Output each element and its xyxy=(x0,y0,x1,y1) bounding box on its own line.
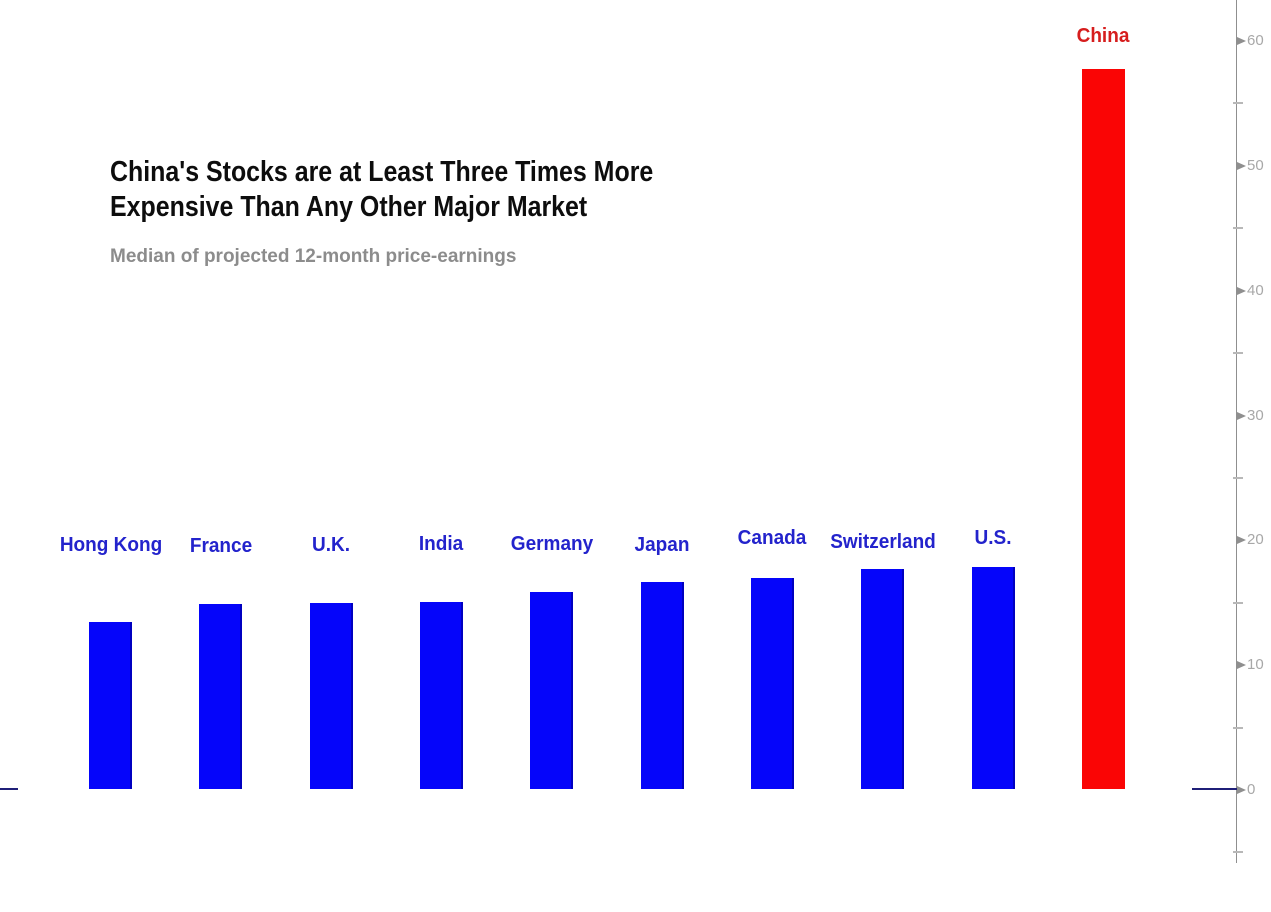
y-axis-tick-label: 50 xyxy=(1247,156,1264,174)
bar-japan xyxy=(640,582,684,789)
y-axis-minor-tick xyxy=(1233,102,1243,105)
bar-germany xyxy=(530,592,574,789)
y-axis-minor-tick xyxy=(1233,601,1243,604)
chart-subtitle: Median of projected 12-month price-earni… xyxy=(110,246,517,267)
y-axis-major-tick-arrow xyxy=(1237,37,1246,45)
bar-label: France xyxy=(189,535,252,557)
chart-title-line-1: China's Stocks are at Least Three Times … xyxy=(110,156,654,188)
bar-label: Canada xyxy=(738,527,807,549)
bar-u-s xyxy=(971,567,1015,789)
y-axis-tick-label: 0 xyxy=(1247,781,1256,798)
bar-canada xyxy=(750,578,794,789)
chart-title: China's Stocks are at Least Three Times … xyxy=(110,155,653,225)
y-axis-major-tick-arrow xyxy=(1237,661,1246,670)
y-axis-tick-label: 20 xyxy=(1247,531,1264,549)
bar-label: U.S. xyxy=(974,527,1012,549)
y-axis-major-tick-arrow xyxy=(1237,161,1246,170)
bar-label: U.K. xyxy=(312,534,351,556)
bar-china xyxy=(1081,69,1125,789)
bar-label: Switzerland xyxy=(829,531,936,553)
bar-india xyxy=(419,602,463,789)
y-axis-minor-tick xyxy=(1233,851,1243,854)
zero-baseline-right xyxy=(1192,788,1237,790)
bar-label: Hong Kong xyxy=(59,534,162,556)
y-axis-minor-tick xyxy=(1233,352,1243,355)
y-axis-major-tick-arrow xyxy=(1237,536,1246,545)
y-axis-tick-label: 40 xyxy=(1247,281,1264,299)
bar-label: Japan xyxy=(634,534,690,556)
y-axis-minor-tick xyxy=(1233,227,1243,230)
bar-label: Germany xyxy=(510,533,594,555)
y-axis-minor-tick xyxy=(1233,476,1243,479)
bar-u-k xyxy=(309,603,353,789)
y-axis-tick-label: 10 xyxy=(1247,656,1264,674)
bar-switzerland xyxy=(861,569,905,789)
bar-france xyxy=(199,604,243,789)
bar-label: China xyxy=(1077,25,1130,47)
y-axis-major-tick-arrow xyxy=(1237,286,1246,295)
y-axis-tick-label: 60 xyxy=(1247,32,1264,49)
zero-baseline-left xyxy=(0,788,18,790)
bar-label: India xyxy=(419,533,464,555)
y-axis-tick-label: 30 xyxy=(1247,406,1264,424)
chart-title-line-2: Expensive Than Any Other Major Market xyxy=(110,191,588,223)
bar-hong-kong xyxy=(89,622,132,789)
y-axis-minor-tick xyxy=(1233,726,1243,729)
y-axis-major-tick-arrow xyxy=(1237,786,1246,794)
y-axis-major-tick-arrow xyxy=(1237,411,1246,420)
y-axis-line xyxy=(1236,0,1237,863)
